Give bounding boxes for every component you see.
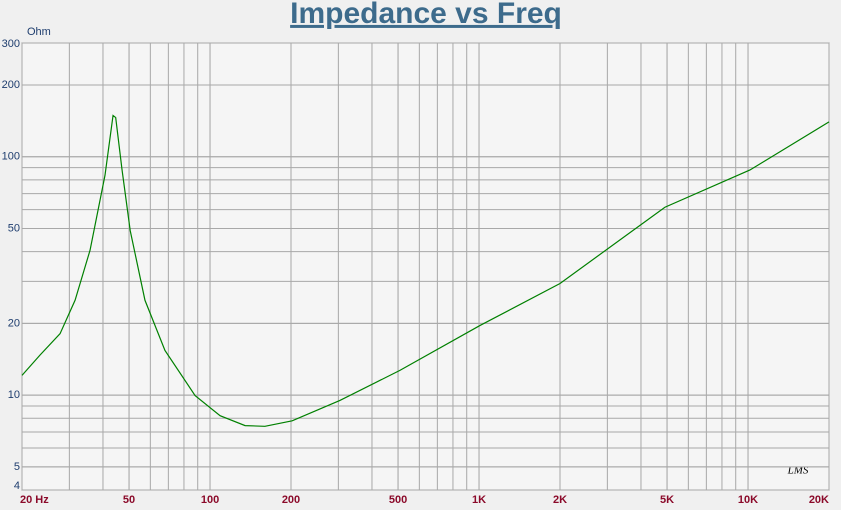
watermark: LMS [787,465,809,477]
chart-title: Impedance vs Freq [290,0,562,30]
impedance-line [21,114,830,427]
y-axis-label: Ohm [27,26,51,38]
x-tick-label: 100 [201,494,219,506]
y-tick-label: 4 [14,480,20,492]
y-tick-label: 50 [8,222,20,234]
y-tick-label: 20 [8,317,20,329]
x-tick-label: 1K [472,494,486,506]
y-tick-label: 200 [2,79,20,91]
x-tick-label: 20 Hz [20,494,49,506]
y-tick-label: 10 [8,389,20,401]
x-tick-label: 10K [738,494,758,506]
x-tick-label: 50 [123,494,135,506]
y-tick-label: 300 [2,38,20,50]
x-tick-label: 200 [282,494,300,506]
y-tick-label: 5 [14,461,20,473]
x-tick-label: 2K [553,494,567,506]
x-tick-label: 20K [809,494,829,506]
x-tick-label: 5K [660,494,674,506]
y-tick-label: 100 [2,151,20,163]
plot-area [21,42,830,491]
x-tick-label: 500 [389,494,407,506]
